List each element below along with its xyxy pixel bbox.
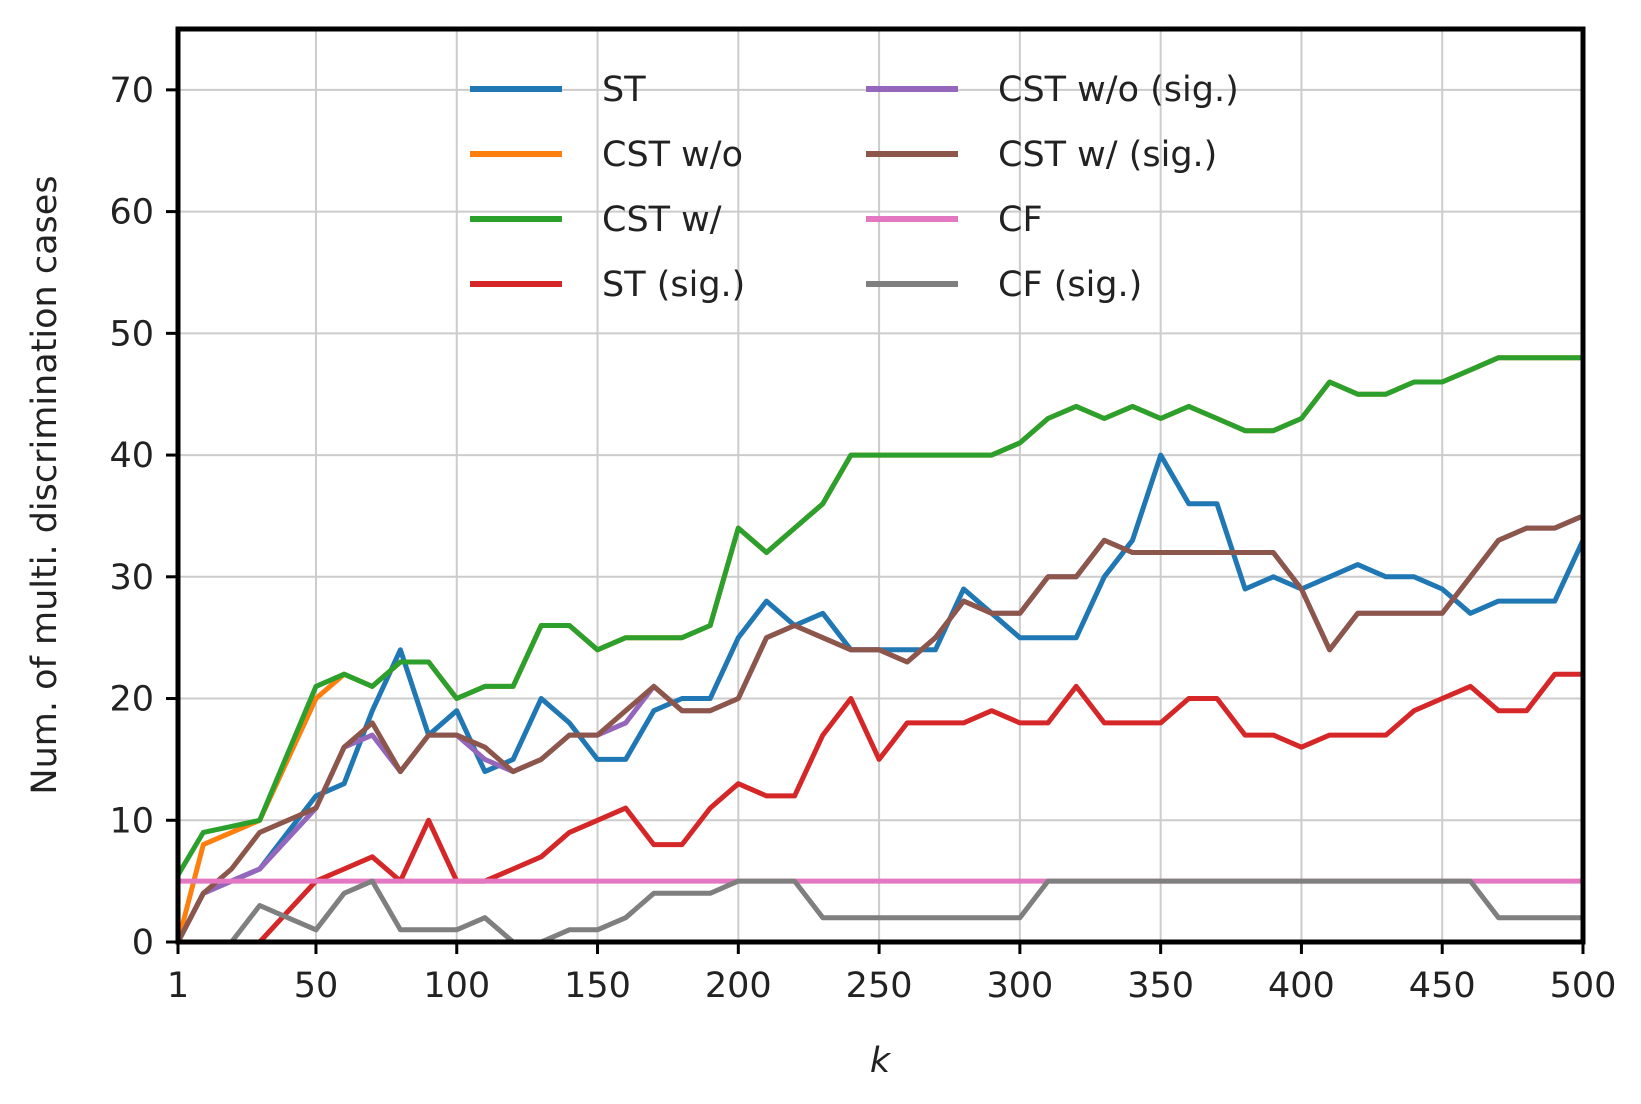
y-tick-label: 60: [109, 193, 154, 233]
x-tick-label: 200: [705, 966, 772, 1006]
y-tick-label: 10: [109, 801, 154, 841]
x-tick-label: 300: [986, 966, 1053, 1006]
y-axis-title: Num. of multi. discrimination cases: [25, 175, 65, 794]
x-tick-label: 450: [1409, 966, 1476, 1006]
axis-ticks: 1 50 100 150 200 250 300 350 400 450 5000102030405…: [109, 71, 1616, 1006]
legend-label-cf: CF: [998, 200, 1043, 240]
x-tick-label: 150: [564, 966, 631, 1006]
legend-label-st-sig: ST (sig.): [602, 265, 745, 305]
legend-label-cst-w-o: CST w/o: [602, 135, 743, 175]
series-line-cst-w: [178, 355, 1583, 877]
x-tick-label: 250: [846, 966, 913, 1006]
x-tick-label: 1: [167, 966, 189, 1006]
series-line-cf-sig: [229, 878, 1583, 942]
x-tick-label: 100: [423, 966, 490, 1006]
y-tick-label: 50: [109, 314, 154, 354]
y-tick-label: 40: [109, 436, 154, 476]
y-tick-label: 20: [109, 680, 154, 720]
y-tick-label: 0: [132, 923, 154, 963]
series-line-cst-w-sig: [178, 513, 1583, 942]
legend-label-cf-sig: CF (sig.): [998, 265, 1142, 305]
x-tick-label: 500: [1550, 966, 1617, 1006]
legend-label-cst-w: CST w/: [602, 200, 722, 240]
legend-label-st: ST: [602, 70, 646, 110]
legend-label-cst-w-o-sig: CST w/o (sig.): [998, 70, 1239, 110]
x-axis-title: k: [870, 1041, 892, 1081]
legend: ST CST w/o CST w/ST (sig.) CST w/o (sig.) CS…: [470, 70, 1239, 305]
series-lines: [178, 355, 1583, 942]
x-tick-label: 400: [1268, 966, 1335, 1006]
x-tick-label: 50: [294, 966, 339, 1006]
y-tick-label: 70: [109, 71, 154, 111]
y-tick-label: 30: [109, 558, 154, 598]
legend-label-cst-w-sig: CST w/ (sig.): [998, 135, 1217, 175]
x-tick-label: 350: [1127, 966, 1194, 1006]
